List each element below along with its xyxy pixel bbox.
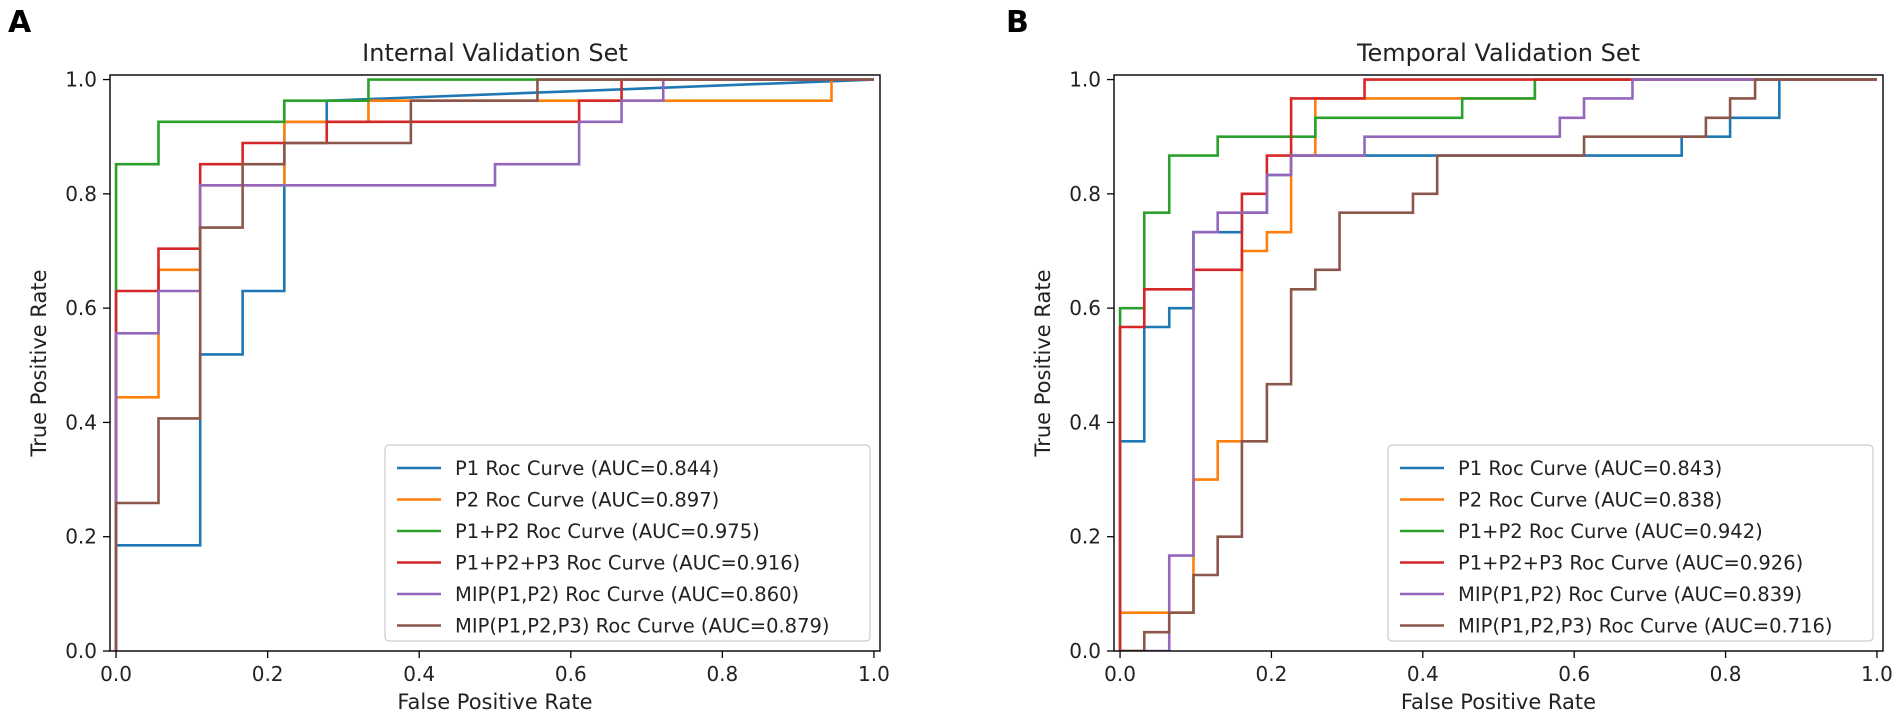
x-tick-label: 0.2 xyxy=(252,662,284,686)
y-tick-label: 0.4 xyxy=(65,410,97,434)
x-tick-label: 0.6 xyxy=(555,662,587,686)
legend-entry: P1+P2 Roc Curve (AUC=0.942) xyxy=(1458,520,1763,543)
x-tick-label: 0.8 xyxy=(706,662,738,686)
roc-line-series-3 xyxy=(1118,78,1877,651)
roc-line-series-5 xyxy=(114,78,874,651)
panel-letter: A xyxy=(8,5,32,40)
chart-title: Internal Validation Set xyxy=(362,39,628,67)
y-tick-label: 0.4 xyxy=(1069,410,1101,434)
y-tick-label: 0.8 xyxy=(65,182,97,206)
x-tick-label: 0.8 xyxy=(1710,662,1742,686)
legend: P1 Roc Curve (AUC=0.844) P2 Roc Curve (AU… xyxy=(384,444,871,642)
x-tick-label: 1.0 xyxy=(858,662,890,686)
x-axis-label: False Positive Rate xyxy=(397,690,592,714)
x-axis-label: False Positive Rate xyxy=(1401,690,1596,714)
legend-entry: MIP(P1,P2) Roc Curve (AUC=0.860) xyxy=(455,583,799,606)
y-tick-label: 0.8 xyxy=(1069,182,1101,206)
roc-line-series-4 xyxy=(114,78,874,651)
y-tick-label: 0.6 xyxy=(65,296,97,320)
legend-entry: MIP(P1,P2,P3) Roc Curve (AUC=0.716) xyxy=(1458,615,1833,638)
roc-line-series-5 xyxy=(1120,78,1877,651)
chart-title: Temporal Validation Set xyxy=(1356,39,1640,67)
x-tick-label: 0.4 xyxy=(403,662,435,686)
y-tick-label: 0.2 xyxy=(1069,525,1101,549)
legend-entry: P1+P2+P3 Roc Curve (AUC=0.926) xyxy=(1458,552,1803,575)
chart-panel-a: A Internal Validation Set 0.0 0.2 0.4 0.6 0.8 1… xyxy=(8,5,890,714)
legend: P1 Roc Curve (AUC=0.843) P2 Roc Curve (AU… xyxy=(1387,444,1874,642)
legend-box xyxy=(384,444,871,642)
y-tick-label: 1.0 xyxy=(1069,68,1101,92)
x-tick-label: 0.6 xyxy=(1558,662,1590,686)
roc-line-series-4 xyxy=(1118,78,1877,651)
legend-entry: P2 Roc Curve (AUC=0.897) xyxy=(455,489,719,512)
legend-entry: MIP(P1,P2,P3) Roc Curve (AUC=0.879) xyxy=(455,615,830,638)
y-tick-label: 0.0 xyxy=(1069,639,1101,663)
y-tick-label: 0.2 xyxy=(65,525,97,549)
panel-letter: B xyxy=(1006,5,1029,40)
roc-line-series-6 xyxy=(1120,78,1877,651)
legend-entry: P1 Roc Curve (AUC=0.843) xyxy=(1458,457,1722,480)
roc-line-series-3 xyxy=(114,78,874,651)
y-axis-label: True Positive Rate xyxy=(1031,269,1055,457)
y-tick-label: 0.6 xyxy=(1069,296,1101,320)
legend-entry: MIP(P1,P2) Roc Curve (AUC=0.839) xyxy=(1458,583,1802,606)
legend-entry: P1 Roc Curve (AUC=0.844) xyxy=(455,457,719,480)
x-tick-label: 1.0 xyxy=(1861,662,1893,686)
y-tick-label: 0.0 xyxy=(65,639,97,663)
roc-line-series-1 xyxy=(114,78,874,651)
series-group xyxy=(1118,78,1877,651)
legend-entry: P1+P2 Roc Curve (AUC=0.975) xyxy=(455,520,760,543)
y-tick-label: 1.0 xyxy=(65,68,97,92)
legend-entry: P1+P2+P3 Roc Curve (AUC=0.916) xyxy=(455,552,800,575)
series-group xyxy=(114,78,874,651)
axes-frame xyxy=(1113,74,1884,652)
roc-line-series-6 xyxy=(114,78,874,651)
x-tick-label: 0.2 xyxy=(1256,662,1288,686)
x-tick-label: 0.4 xyxy=(1407,662,1439,686)
x-tick-label: 0.0 xyxy=(100,662,132,686)
legend-entry: P2 Roc Curve (AUC=0.838) xyxy=(1458,489,1722,512)
axes-frame xyxy=(109,74,881,652)
y-axis-label: True Positive Rate xyxy=(27,269,51,457)
chart-panel-b: B Temporal Validation Set 0.0 0.2 0.4 0.6 0.8 1… xyxy=(1006,5,1893,714)
legend-box xyxy=(1387,444,1874,642)
x-tick-label: 0.0 xyxy=(1104,662,1136,686)
